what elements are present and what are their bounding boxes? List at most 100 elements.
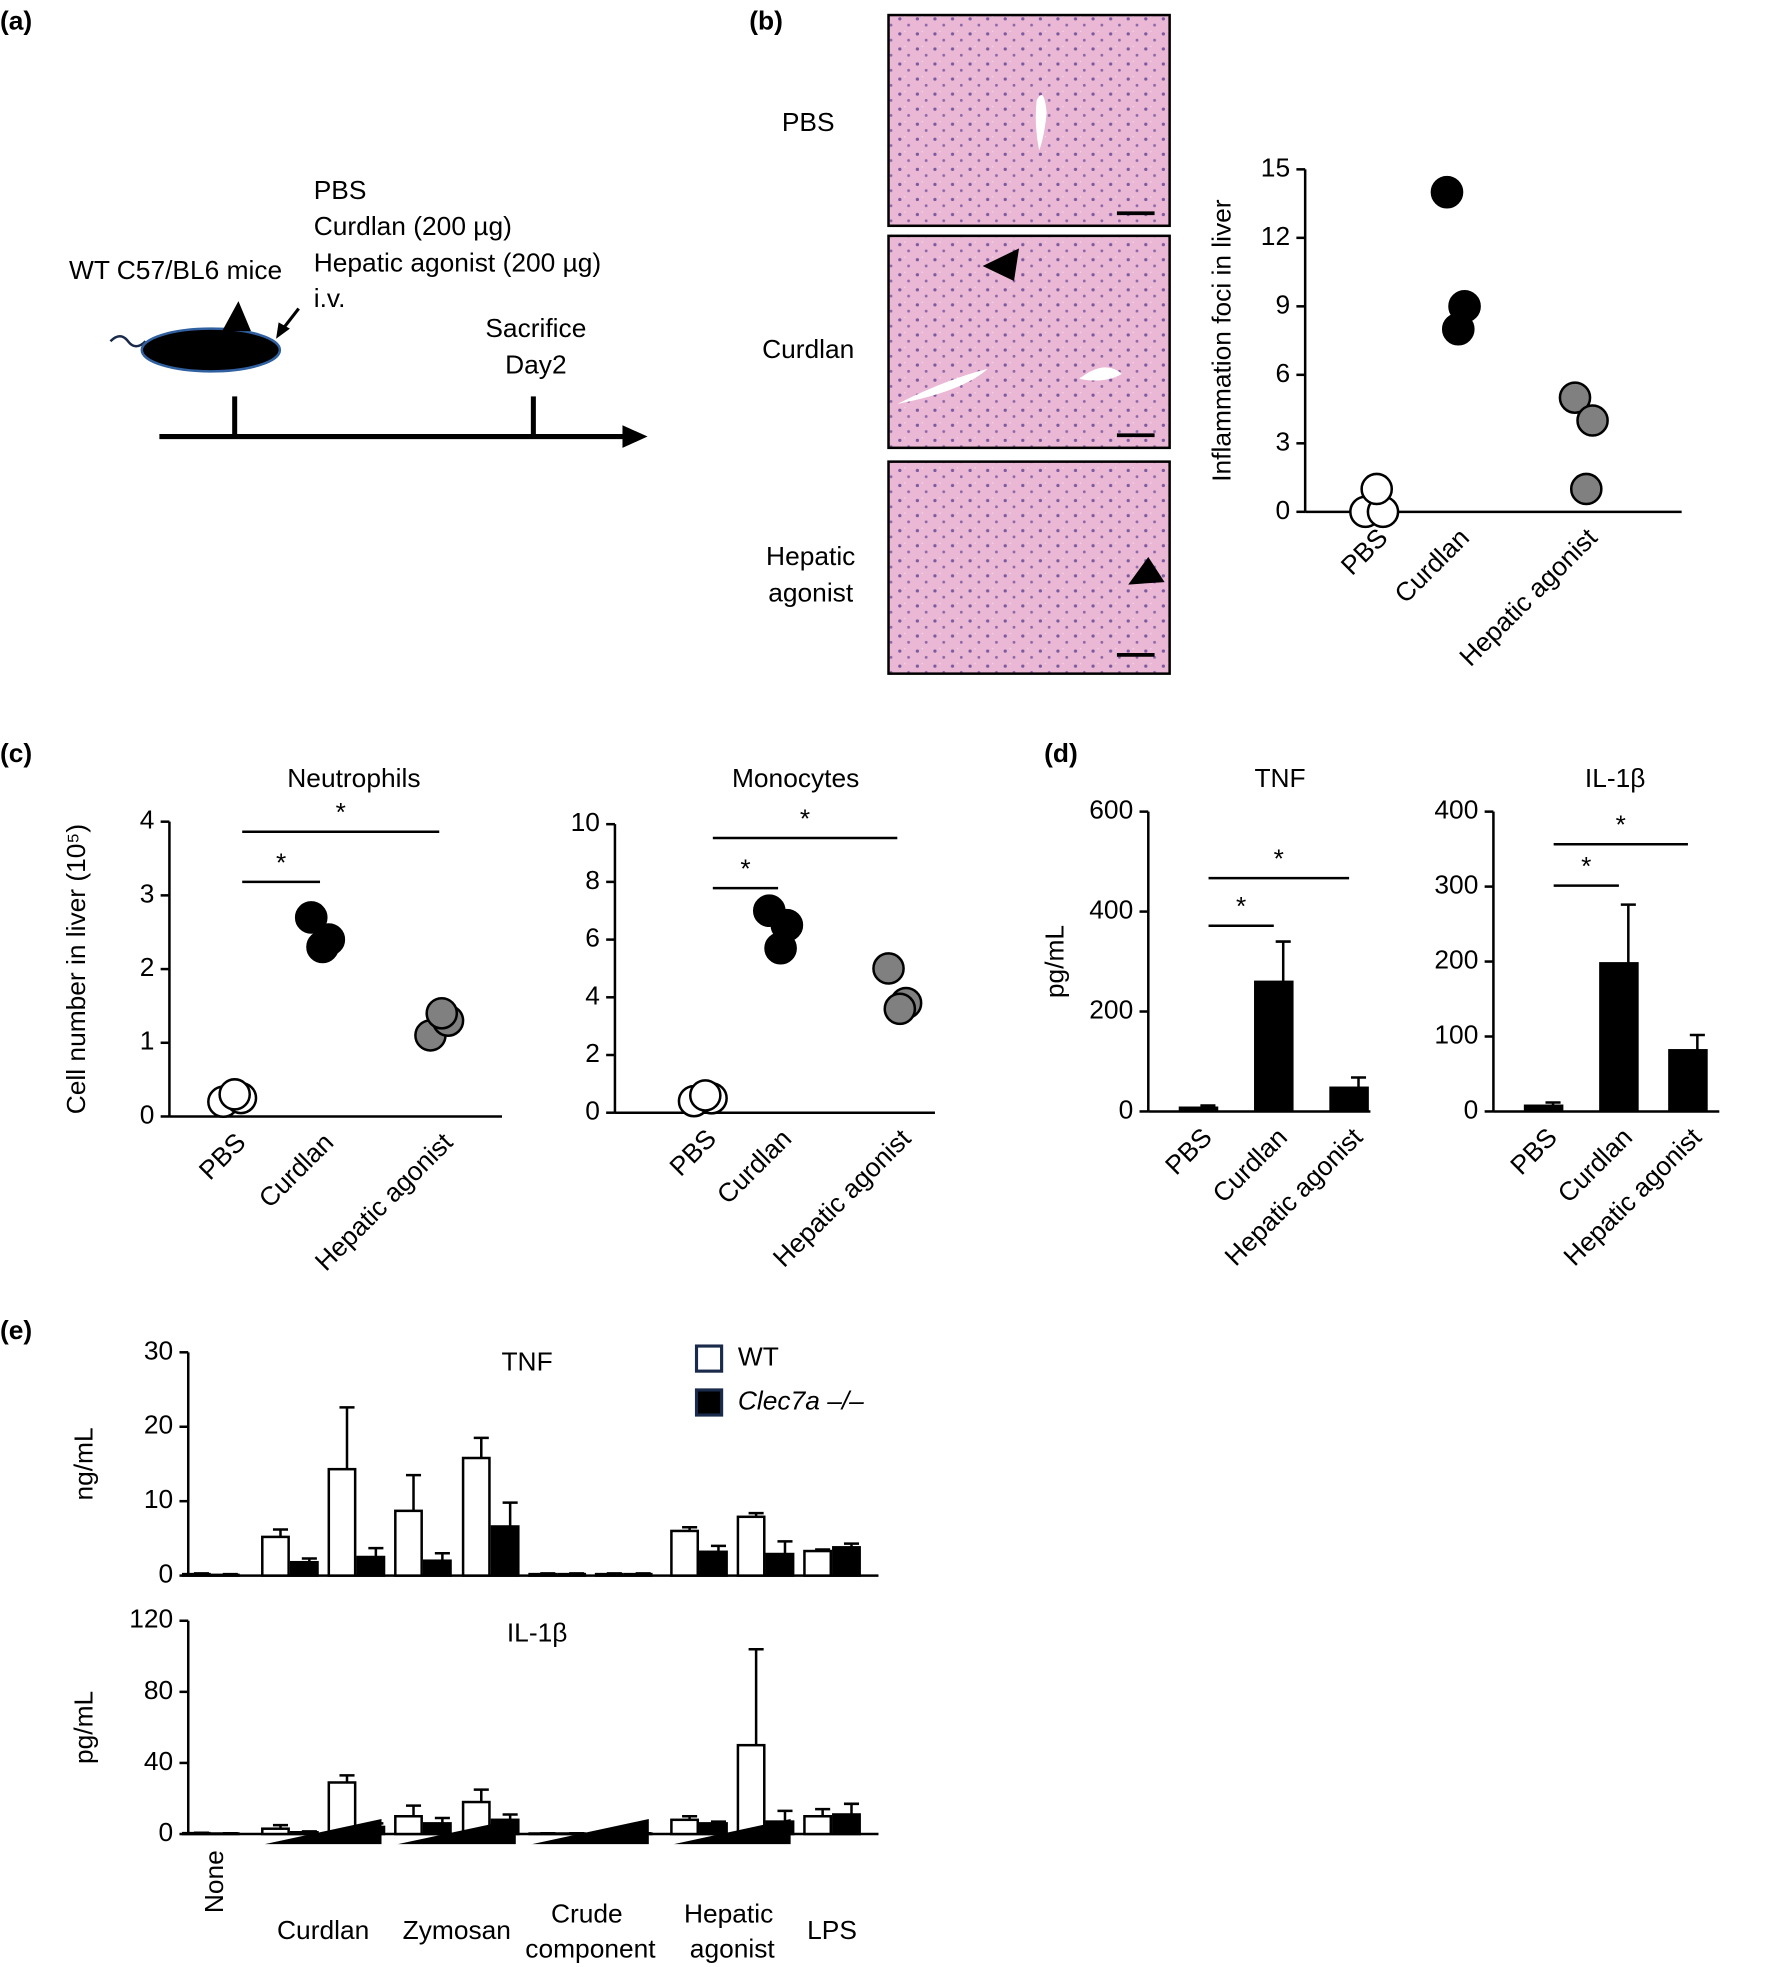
arrowhead — [622, 425, 648, 448]
error-bar — [502, 1501, 518, 1527]
bar — [736, 1743, 766, 1836]
y-tick-label: 300 — [1434, 870, 1478, 900]
y-tick-label: 0 — [1119, 1094, 1134, 1124]
vessel — [1035, 95, 1047, 151]
y-tick-label: 3 — [140, 878, 155, 908]
y-tick-label: 2 — [585, 1038, 600, 1068]
arrowhead — [982, 248, 1020, 281]
error-bar — [473, 1788, 489, 1803]
chart-title: IL-1β — [1585, 763, 1646, 793]
error-bar — [1620, 903, 1636, 964]
y-tick-label: 6 — [1275, 358, 1290, 388]
error-bar — [405, 1473, 422, 1511]
bar — [422, 1822, 452, 1836]
x-tick-label: None — [199, 1850, 229, 1913]
y-axis-label: Cell number in liver (10⁵) — [61, 824, 91, 1114]
y-tick-label: 80 — [144, 1675, 173, 1705]
x-tick-label: PBS — [1335, 522, 1393, 580]
micrograph — [887, 13, 1171, 228]
error-bar — [473, 1436, 489, 1459]
dot — [1360, 472, 1394, 506]
bar — [181, 1572, 211, 1577]
significance-label: * — [1616, 810, 1626, 840]
micrograph-label: agonist — [768, 578, 854, 608]
y-tick-label: 0 — [585, 1096, 600, 1126]
bar — [289, 1560, 319, 1577]
dot — [764, 931, 797, 965]
y-axis-label: ng/mL — [68, 1427, 98, 1500]
bar — [181, 1831, 211, 1836]
y-tick-label: 2 — [140, 952, 155, 982]
error-bar — [777, 1540, 793, 1555]
dot — [294, 901, 328, 934]
significance-label: * — [740, 854, 750, 884]
bar — [736, 1515, 766, 1577]
micrograph-label: Hepatic — [766, 541, 855, 571]
dot — [218, 1078, 251, 1111]
dot — [883, 992, 917, 1026]
y-tick-label: 15 — [1261, 152, 1290, 182]
bar — [765, 1552, 795, 1577]
bar — [670, 1529, 700, 1577]
micrograph-label: Curdlan — [762, 334, 854, 364]
significance-label: * — [800, 803, 810, 833]
significance-label: * — [1581, 851, 1591, 881]
y-tick-label: 0 — [1275, 495, 1290, 525]
arrowhead — [276, 322, 290, 339]
bar — [210, 1573, 240, 1577]
x-tick-label: Crude component — [525, 1899, 656, 1964]
vessel — [897, 367, 1122, 404]
x-tick-label: Hepatic agonist — [1219, 1122, 1369, 1272]
panel-label: (a) — [0, 6, 32, 36]
panel-label: (e) — [0, 1315, 32, 1345]
bar — [356, 1555, 386, 1577]
micrograph — [887, 460, 1171, 675]
legend-label: WT — [738, 1342, 779, 1372]
panel-label: (d) — [1044, 738, 1078, 768]
arrowhead — [1128, 556, 1165, 585]
y-tick-label: 9 — [1275, 289, 1290, 319]
mouse-tail — [109, 334, 147, 348]
error-bar — [843, 1802, 860, 1815]
bar — [699, 1822, 728, 1836]
panel-label: (b) — [749, 6, 783, 36]
bar — [261, 1827, 290, 1836]
bar — [1668, 1049, 1708, 1113]
treatment: PBS — [314, 175, 367, 205]
y-axis-label: Inflammation foci in liver — [1207, 199, 1237, 482]
dot — [425, 996, 459, 1030]
x-tick-label: Curdlan — [1389, 522, 1475, 608]
significance-label: * — [276, 847, 286, 877]
treatment: i.v. — [314, 283, 346, 313]
significance-label: * — [1236, 891, 1246, 921]
y-tick-label: 400 — [1434, 795, 1478, 825]
bar — [261, 1535, 290, 1577]
bar — [394, 1815, 423, 1836]
x-tick-label: Hepatic agonist — [1453, 522, 1603, 672]
dot — [306, 930, 339, 964]
micrograph-label: PBS — [782, 107, 835, 137]
chart-title: Neutrophils — [287, 763, 420, 793]
error-bar — [1350, 1076, 1367, 1088]
y-tick-label: 100 — [1434, 1019, 1478, 1049]
mouse — [140, 327, 282, 373]
y-tick-label: 600 — [1089, 795, 1133, 825]
significance-label: * — [336, 797, 346, 827]
y-tick-label: 0 — [159, 1559, 174, 1589]
bar — [803, 1549, 833, 1577]
y-tick-label: 10 — [571, 807, 600, 837]
bar — [422, 1559, 452, 1577]
error-bar — [1689, 1033, 1705, 1050]
y-tick-label: 6 — [585, 923, 600, 953]
mouse-label: WT C57/BL6 mice — [69, 255, 282, 285]
error-bar — [368, 1546, 384, 1558]
y-tick-label: 1 — [140, 1026, 155, 1056]
mouse-ear — [222, 301, 251, 332]
x-tick-label: PBS — [1504, 1122, 1562, 1180]
bar — [832, 1813, 861, 1836]
bar — [832, 1546, 861, 1577]
chart-title: Monocytes — [732, 763, 859, 793]
bar — [327, 1781, 357, 1836]
error-bar — [777, 1809, 793, 1822]
